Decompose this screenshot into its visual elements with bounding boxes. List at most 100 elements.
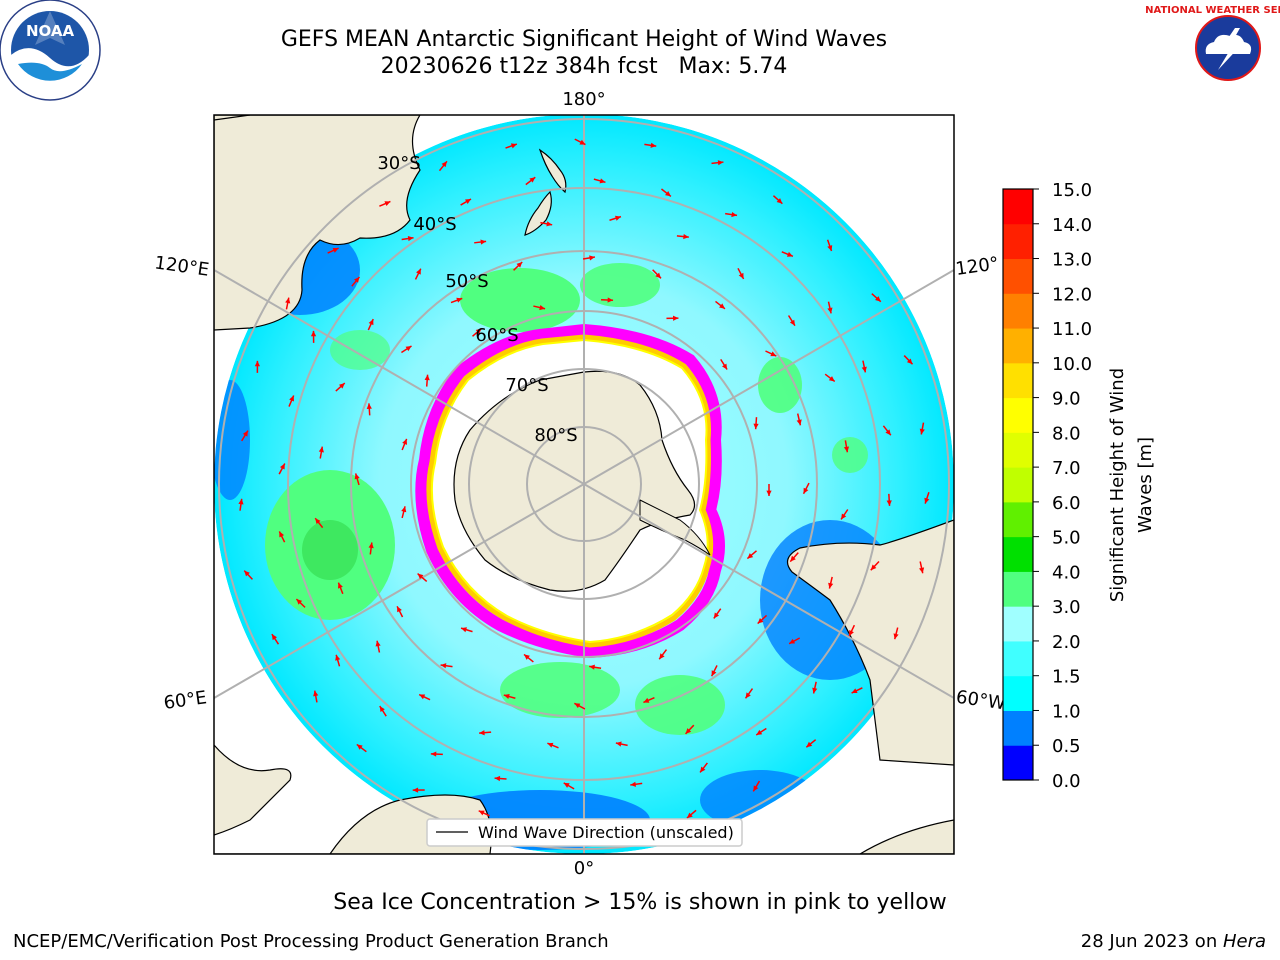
wind-wave-arrow: [401, 235, 414, 242]
wind-wave-arrow: [802, 482, 810, 495]
colorbar-swatch: [1003, 328, 1033, 364]
wind-wave-arrow: [368, 542, 374, 555]
wind-wave-arrow: [582, 255, 596, 261]
colorbar-swatch: [1003, 745, 1033, 781]
wind-wave-arrow: [772, 195, 783, 205]
wind-wave-arrow: [479, 730, 492, 736]
wind-wave-arrow: [788, 637, 801, 645]
wind-wave-arrow: [278, 531, 286, 543]
wind-wave-arrow: [574, 702, 586, 710]
wind-wave-arrow: [630, 781, 643, 787]
wind-wave-arrow: [525, 176, 536, 186]
colorbar-tick-label: 1.0: [1052, 701, 1081, 722]
wind-wave-arrow: [367, 318, 374, 331]
wind-wave-arrow: [826, 239, 833, 252]
colorbar-swatch: [1003, 397, 1033, 433]
wind-wave-arrow: [401, 438, 408, 451]
wind-wave-arrow: [757, 614, 768, 625]
colorbar-tick-label: 0.0: [1052, 771, 1081, 792]
wind-wave-arrow: [254, 360, 261, 373]
meridian-120e: [214, 269, 585, 485]
madagascar-land: [214, 744, 292, 836]
lon-label-120e: 120°E: [153, 252, 210, 280]
wind-wave-arrow: [781, 251, 794, 258]
wind-wave-arrow: [903, 355, 914, 365]
legend-label: Wind Wave Direction (unscaled): [478, 823, 734, 842]
colorbar-tick-label: 9.0: [1052, 389, 1081, 410]
chart-title: GEFS MEAN Antarctic Significant Height o…: [280, 27, 888, 52]
colorbar-swatch: [1003, 710, 1033, 746]
colorbar-tick-label: 7.0: [1052, 458, 1081, 479]
new-zealand-south: [524, 190, 552, 236]
wind-wave-arrow: [851, 687, 863, 694]
wind-wave-arrow: [540, 221, 553, 227]
wind-wave-arrow: [243, 570, 253, 580]
wind-wave-arrow: [593, 178, 606, 184]
wind-wave-arrow: [424, 374, 430, 387]
colorbar-tick-label: 0.5: [1052, 736, 1081, 757]
noaa-logo-text: NOAA: [26, 22, 75, 40]
wind-wave-arrow: [643, 697, 655, 704]
colorbar-tick-label: 1.5: [1052, 667, 1081, 688]
colorbar-tick-label: 3.0: [1052, 597, 1081, 618]
wind-wave-arrow: [430, 751, 443, 757]
wind-wave-arrow: [870, 560, 880, 571]
wind-wave-arrow: [805, 739, 817, 748]
wind-wave-arrow: [438, 160, 448, 172]
footer-host: Hera: [1222, 931, 1266, 952]
wind-wave-arrow: [418, 693, 431, 701]
colorbar-swatch: [1003, 571, 1033, 607]
colorbar-swatch: [1003, 362, 1033, 399]
colorbar-tick-label: 11.0: [1052, 319, 1092, 340]
lat-label-80s: 80°S: [534, 425, 577, 446]
wind-wave-arrow: [354, 473, 360, 486]
wind-wave-arrow: [314, 517, 324, 529]
wind-wave-arrow: [505, 143, 518, 149]
wind-wave-arrow: [285, 297, 291, 310]
wind-wave-arrow: [737, 267, 745, 280]
wind-wave-arrow: [710, 665, 718, 677]
colorbar-swatch: [1003, 432, 1033, 468]
wind-wave-arrow: [789, 552, 799, 563]
footer-credit: NCEP/EMC/Verification Post Processing Pr…: [13, 931, 609, 952]
wind-wave-arrow: [752, 780, 761, 792]
meridian-120w: [583, 269, 954, 485]
colorbar-swatch: [1003, 675, 1033, 711]
wind-wave-arrow: [893, 627, 899, 640]
wind-wave-arrow: [601, 297, 614, 303]
wind-wave-arrow: [861, 360, 867, 373]
wind-wave-arrow: [271, 633, 280, 645]
wind-wave-arrow: [396, 605, 404, 618]
wind-wave-arrows: [238, 138, 930, 832]
wind-wave-arrow: [327, 247, 339, 254]
wind-wave-arrow: [824, 373, 836, 383]
wind-wave-arrow: [335, 382, 346, 392]
colorbar-swatch: [1003, 258, 1033, 294]
wind-wave-arrow: [661, 188, 672, 198]
wind-wave-arrow: [513, 261, 523, 271]
lat-label-30s: 30°S: [377, 153, 420, 174]
wind-wave-arrow: [686, 809, 697, 819]
lat-label-60s: 60°S: [475, 325, 518, 346]
colorbar-label-line1: Significant Height of Wind: [1107, 368, 1128, 602]
wind-wave-arrow: [288, 395, 295, 407]
wind-wave-arrow: [474, 239, 487, 245]
wind-wave-arrow: [720, 358, 728, 370]
wind-wave-arrow: [335, 654, 341, 667]
wind-wave-arrow: [351, 276, 361, 287]
australia-land: [214, 115, 421, 331]
lat-label-40s: 40°S: [413, 214, 456, 235]
wind-wave-arrow: [787, 315, 796, 327]
wind-wave-arrow: [744, 688, 754, 699]
wind-wave-arrow: [812, 681, 818, 694]
wind-wave-arrow: [440, 663, 453, 669]
colorbar-tick-label: 2.0: [1052, 632, 1081, 653]
wind-wave-arrow: [401, 506, 407, 519]
map-legend: Wind Wave Direction (unscaled): [426, 818, 743, 847]
wind-wave-arrow: [711, 160, 724, 166]
wind-wave-arrow: [450, 297, 463, 304]
wind-wave-arrow: [924, 492, 930, 504]
footer-date: 28 Jun 2023 on Hera: [1081, 931, 1266, 952]
asia-corner: [214, 115, 251, 121]
